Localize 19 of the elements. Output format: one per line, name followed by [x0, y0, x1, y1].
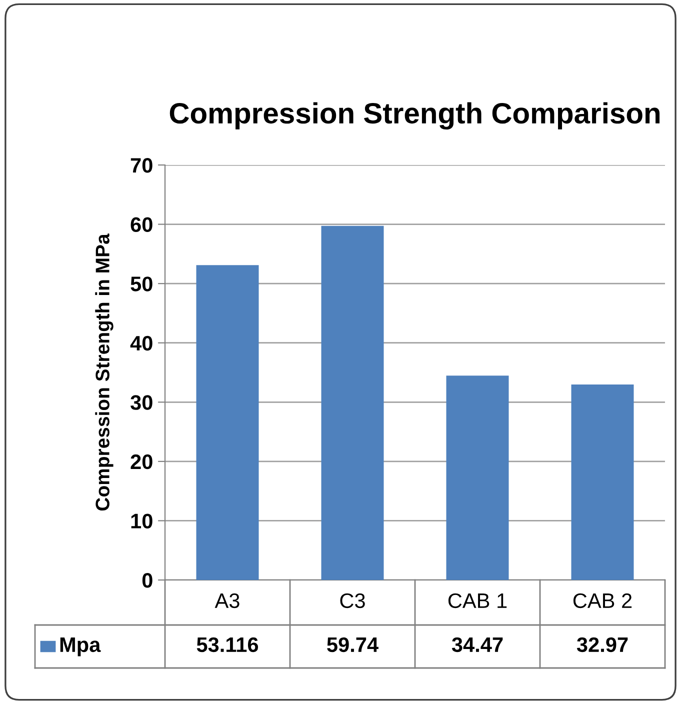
data-label: 34.47	[452, 637, 503, 652]
chart-title: Compression Strength Comparison	[170, 102, 660, 130]
data-label: 32.97	[576, 637, 628, 652]
y-tick-label: 50	[130, 276, 152, 292]
legend-label: Mpa	[60, 638, 101, 656]
data-label: 59.74	[327, 637, 378, 652]
y-axis-title: Compression Strength in MPa	[95, 234, 114, 511]
x-tick-label: C3	[340, 593, 365, 608]
y-tick-label: 20	[130, 454, 152, 470]
y-tick-label: 0	[142, 573, 152, 588]
x-tick-label: CAB 1	[448, 593, 507, 608]
y-tick-label: 40	[130, 336, 152, 351]
x-tick-label: A3	[214, 593, 240, 608]
data-label: 53.116	[196, 637, 258, 652]
y-tick-label: 70	[130, 158, 152, 173]
y-tick-label: 10	[131, 514, 152, 528]
x-tick-label: CAB 2	[573, 593, 632, 608]
y-tick-label: 30	[130, 395, 152, 410]
y-tick-label: 60	[130, 217, 152, 232]
